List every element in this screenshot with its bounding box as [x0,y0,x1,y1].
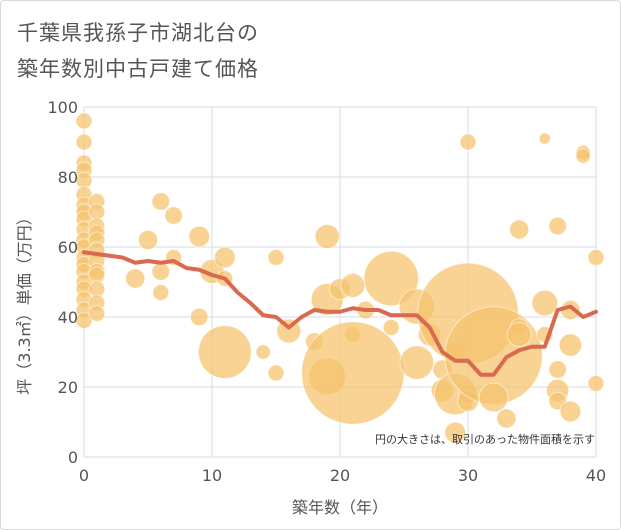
bubble-point [558,333,583,357]
x-tick-label: 0 [79,466,89,485]
bubble-point [509,219,530,240]
bubble-point [88,305,106,322]
bubble-point [152,284,170,301]
bubble-point [164,206,183,225]
bubble-point [267,249,285,266]
bubble-point [189,307,209,327]
y-tick-label: 80 [58,168,78,187]
x-tick-label: 10 [202,466,222,485]
bubble-point [548,216,567,236]
bubble-point [151,192,171,211]
bubble-point [137,229,159,251]
bubble-point [125,268,146,289]
bubble-point [188,225,211,248]
y-tick-label: 20 [58,378,78,397]
title-line-1: 千葉県我孫子市湖北台の [17,21,259,45]
bubble-point [538,132,551,145]
y-tick-label: 100 [47,98,78,117]
bubble-point [363,250,419,307]
trend-line [82,250,598,377]
x-tick-label: 30 [458,466,478,485]
bubble-point [459,133,477,151]
bubble-layer [75,112,605,444]
bubble-point [197,325,252,379]
title-line-2: 築年数別中古戸建て価格 [17,57,259,81]
y-axis-label: 坪（3.3㎡）単価（万円） [15,209,34,394]
x-axis-label: 築年数（年） [292,498,388,517]
bubble-point [531,289,559,317]
bubble-point [399,345,435,380]
bubble-point [301,321,405,425]
size-note: 円の大きさは、取引のあった物件面積を示す [375,432,595,446]
bubble-point [75,133,93,151]
bubble-point [267,364,285,382]
bubble-point [340,273,366,298]
tick-labels: 0 10 20 30 40 0 20 40 60 80 100 [47,98,606,485]
bubble-point [587,249,605,266]
y-tick-label: 40 [58,308,78,327]
bubble-point [75,112,93,130]
bubble-point [444,421,467,444]
bubble-point [213,246,236,269]
y-tick-label: 0 [68,448,78,467]
bubble-point [587,375,605,392]
bubble-point [559,400,582,423]
chart-title: 千葉県我孫子市湖北台の 築年数別中古戸建て価格 [17,15,259,87]
x-tick-label: 20 [330,466,350,485]
y-tick-label: 60 [58,238,78,257]
bubble-point [151,262,171,281]
bubble-point [382,319,400,336]
trend-line-layer [82,250,598,377]
bubble-point [548,360,567,379]
bubble-point [255,344,271,360]
bubble-point [496,408,517,429]
bubble-point [478,382,509,413]
x-tick-label: 40 [586,466,606,485]
bubble-point [314,224,340,249]
bubble-point [575,148,591,164]
bubble-point [506,322,532,347]
